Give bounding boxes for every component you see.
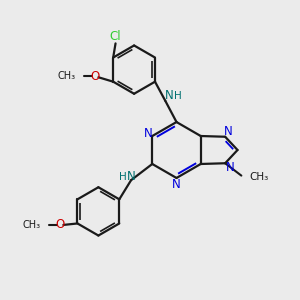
Text: N: N bbox=[165, 89, 173, 102]
Text: N: N bbox=[127, 170, 136, 183]
Text: CH₃: CH₃ bbox=[58, 71, 76, 81]
Text: N: N bbox=[172, 178, 181, 191]
Text: CH₃: CH₃ bbox=[23, 220, 41, 230]
Text: Cl: Cl bbox=[110, 30, 122, 44]
Text: O: O bbox=[55, 218, 64, 231]
Text: N: N bbox=[224, 125, 233, 138]
Text: N: N bbox=[144, 127, 153, 140]
Text: O: O bbox=[90, 70, 100, 83]
Text: N: N bbox=[226, 161, 235, 174]
Text: CH₃: CH₃ bbox=[250, 172, 269, 182]
Text: H: H bbox=[119, 172, 127, 182]
Text: H: H bbox=[174, 91, 182, 100]
